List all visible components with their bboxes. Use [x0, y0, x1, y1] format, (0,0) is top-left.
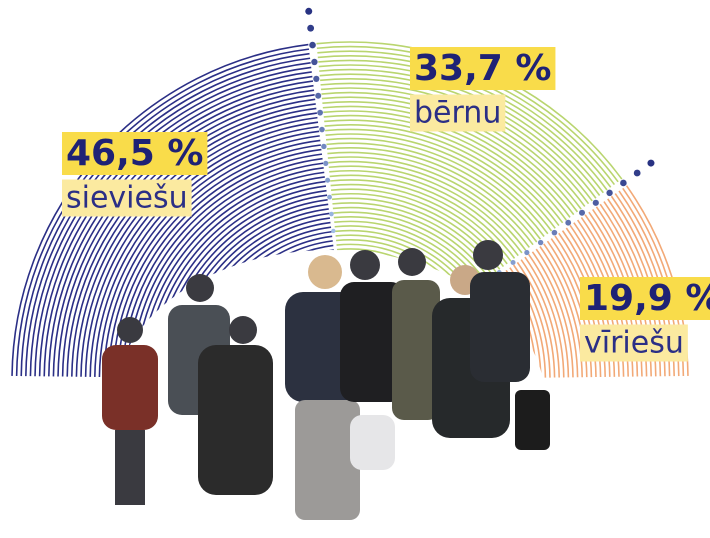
people: [102, 240, 550, 520]
arc-line: [329, 174, 516, 259]
arc-line: [323, 110, 567, 221]
divider-dot: [565, 219, 572, 226]
arc-line: [43, 75, 313, 377]
divider-dot: [317, 109, 323, 116]
value-label: 33,7 %: [414, 48, 551, 89]
arc-line: [326, 147, 538, 243]
person: [115, 430, 145, 505]
arc-line: [107, 139, 321, 378]
person: [470, 272, 530, 382]
arc-line: [325, 137, 545, 237]
arc-line: [327, 156, 530, 248]
labels: 46,5 % sieviešu 33,7 % bērnu 19,9 % vīriešu: [62, 47, 710, 362]
arc-line: [520, 259, 560, 378]
arc-line: [524, 256, 565, 378]
bag: [350, 415, 395, 470]
person: [340, 282, 405, 402]
divider-dot: [323, 160, 329, 166]
head: [229, 316, 257, 344]
arc-line: [539, 246, 583, 378]
divider-dot: [537, 239, 544, 246]
arc-line: [328, 160, 527, 251]
category-label: bērnu: [414, 96, 501, 131]
category-label-bg: [410, 94, 506, 132]
category-label-bg: [62, 179, 192, 217]
divider-dot: [510, 259, 516, 265]
arc-line: [318, 64, 604, 194]
arc-line: [531, 251, 574, 378]
person: [102, 345, 158, 430]
head: [350, 250, 380, 280]
dividers: [305, 7, 655, 295]
divider-dot: [633, 169, 641, 177]
arc-line: [323, 114, 564, 224]
head: [186, 274, 214, 302]
arc-line: [324, 119, 560, 227]
divider-dot: [309, 41, 316, 49]
value-label-bg: [410, 47, 556, 90]
divider-dot: [551, 229, 558, 236]
divider-dot: [325, 177, 331, 183]
value-label-bg: [580, 277, 710, 320]
head: [308, 255, 342, 289]
arc-line: [327, 151, 534, 246]
value-label: 46,5 %: [66, 133, 203, 174]
divider-dot: [319, 126, 325, 133]
divider-dot: [321, 143, 327, 150]
divider-dot: [331, 228, 336, 234]
arc-line: [535, 248, 579, 378]
bag: [515, 390, 550, 450]
divider-dot: [305, 7, 313, 15]
arc-line: [333, 211, 486, 281]
category-label-bg: [580, 324, 688, 362]
arc-line: [324, 124, 556, 229]
arc-line: [332, 206, 490, 278]
divider-dot: [329, 211, 334, 217]
arc-line: [326, 142, 542, 240]
arc-line: [325, 128, 553, 232]
person: [295, 400, 360, 520]
arc-line: [328, 165, 523, 254]
person: [198, 345, 273, 495]
divider-dot: [647, 159, 655, 167]
arc-line: [325, 133, 549, 235]
divider-dot: [579, 209, 586, 216]
divider-dot: [606, 189, 613, 197]
divider-dot: [620, 179, 627, 187]
arc-line: [329, 170, 519, 257]
head: [117, 317, 143, 343]
arc-line: [330, 179, 512, 262]
category-label: vīriešu: [584, 326, 684, 361]
divider-dot: [327, 194, 332, 200]
arc-line: [528, 253, 570, 378]
divider-dot: [307, 24, 315, 32]
divider-dot: [524, 249, 530, 256]
category-label: sieviešu: [66, 181, 188, 216]
photo-placeholder: [102, 240, 550, 538]
divider-dot: [592, 199, 599, 206]
divider-dot: [315, 92, 322, 99]
head: [398, 248, 426, 276]
value-label: 19,9 %: [584, 278, 710, 319]
head: [473, 240, 503, 270]
arc-line: [48, 80, 314, 377]
divider-dot: [313, 75, 320, 82]
value-label-bg: [62, 132, 208, 175]
person: [392, 280, 440, 420]
arc-line: [516, 261, 556, 378]
divider-dot: [311, 58, 318, 66]
